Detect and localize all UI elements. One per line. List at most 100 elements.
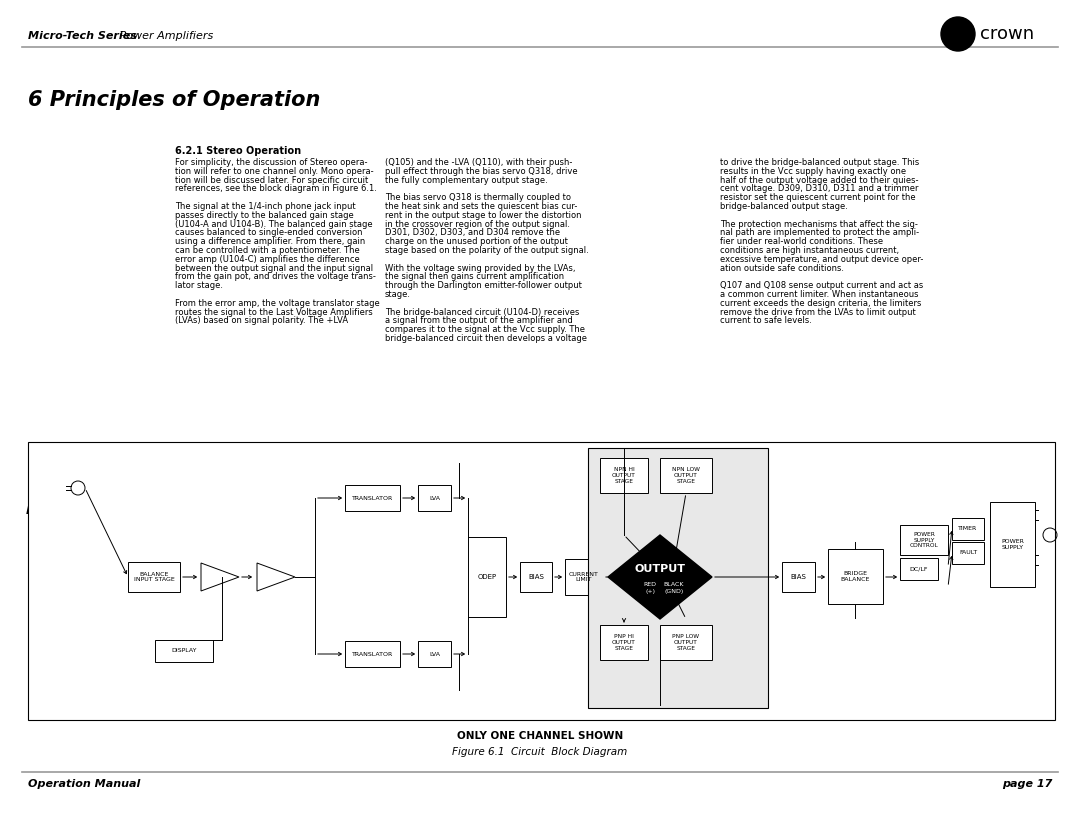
Text: D: D — [972, 602, 977, 608]
Bar — [129, 562, 180, 592]
Text: BALANCED: BALANCED — [31, 498, 65, 503]
Text: RED: RED — [644, 582, 657, 587]
Text: Operation Manual: Operation Manual — [28, 779, 140, 789]
Text: NPN HI
OUTPUT
STAGE: NPN HI OUTPUT STAGE — [612, 467, 636, 484]
Text: O +Vcc: O +Vcc — [612, 443, 636, 448]
Text: can be controlled with a potentiometer. The: can be controlled with a potentiometer. … — [175, 246, 360, 255]
Text: cent voltage. D309, D310, D311 and a trimmer: cent voltage. D309, D310, D311 and a tri… — [720, 184, 918, 193]
Text: lator stage.: lator stage. — [175, 281, 222, 290]
Text: current exceeds the design criteria, the limiters: current exceeds the design criteria, the… — [720, 299, 921, 308]
Text: BALANCE
INPUT STAGE: BALANCE INPUT STAGE — [134, 571, 174, 582]
Text: ONLY ONE CHANNEL SHOWN: ONLY ONE CHANNEL SHOWN — [457, 731, 623, 741]
Text: DISPLAY: DISPLAY — [172, 649, 197, 654]
Bar — [951, 518, 984, 540]
Bar — [468, 537, 507, 617]
Text: BIAS: BIAS — [791, 574, 807, 580]
Text: GAIN STAGE: GAIN STAGE — [202, 561, 238, 566]
Text: charge on the unused portion of the output: charge on the unused portion of the outp… — [384, 237, 568, 246]
Text: (GND): (GND) — [664, 590, 684, 595]
Text: HB: HB — [620, 667, 629, 672]
Text: fier under real-world conditions. These: fier under real-world conditions. These — [720, 237, 883, 246]
Text: MT-XLR (SHOWN): MT-XLR (SHOWN) — [44, 464, 95, 469]
Text: ODEP: ODEP — [477, 574, 497, 580]
Text: BIAS: BIAS — [528, 574, 544, 580]
Text: -Vcc: -Vcc — [1038, 562, 1051, 567]
Text: TEMP: TEMP — [616, 674, 633, 679]
Text: 6 Principles of Operation: 6 Principles of Operation — [28, 90, 321, 110]
Text: references, see the block diagram in Figure 6.1.: references, see the block diagram in Fig… — [175, 184, 377, 193]
Text: OR MT-BB: OR MT-BB — [56, 470, 84, 475]
Text: FAULT: FAULT — [959, 550, 977, 555]
Text: Q107 and Q108 sense output current and act as: Q107 and Q108 sense output current and a… — [720, 281, 923, 290]
Text: W: W — [954, 29, 962, 38]
Text: CURRENT
LIMIT: CURRENT LIMIT — [569, 571, 599, 582]
Text: a signal from the output of the amplifier and: a signal from the output of the amplifie… — [384, 316, 572, 325]
Bar — [600, 625, 648, 660]
Circle shape — [953, 29, 963, 39]
Bar — [588, 448, 768, 708]
Text: ← C: ← C — [508, 585, 519, 590]
Text: 6.2.1 Stereo Operation: 6.2.1 Stereo Operation — [175, 146, 301, 156]
Text: PNP HI
OUTPUT
STAGE: PNP HI OUTPUT STAGE — [612, 634, 636, 651]
Text: excessive temperature, and output device oper-: excessive temperature, and output device… — [720, 255, 923, 264]
Text: causes balanced to single-ended conversion: causes balanced to single-ended conversi… — [175, 229, 363, 238]
Text: +Vcc: +Vcc — [1038, 518, 1054, 522]
Text: ← B: ← B — [508, 575, 519, 580]
Text: ERROR: ERROR — [266, 556, 286, 561]
Text: BLACK: BLACK — [664, 582, 685, 587]
Text: Micro-Tech Series: Micro-Tech Series — [28, 31, 137, 41]
Text: in the crossover region of the output signal.: in the crossover region of the output si… — [384, 219, 570, 229]
Text: Power Amplifiers: Power Amplifiers — [116, 31, 213, 41]
Bar — [828, 549, 883, 604]
Text: The protection mechanisms that affect the sig-: The protection mechanisms that affect th… — [720, 219, 918, 229]
Text: current to safe levels.: current to safe levels. — [720, 316, 812, 325]
Text: ← A: ← A — [508, 565, 519, 570]
Text: rent in the output stage to lower the distortion: rent in the output stage to lower the di… — [384, 211, 581, 220]
Circle shape — [949, 25, 967, 43]
Text: O +Vcc: O +Vcc — [447, 455, 471, 460]
Text: O -Vcc: O -Vcc — [812, 615, 832, 620]
Text: A: A — [658, 453, 662, 458]
Text: compares it to the signal at the Vcc supply. The: compares it to the signal at the Vcc sup… — [384, 325, 585, 334]
Text: using a difference amplifier. From there, gain: using a difference amplifier. From there… — [175, 237, 365, 246]
Text: LVA: LVA — [429, 651, 440, 656]
Bar — [660, 625, 712, 660]
Text: nal path are implemented to protect the ampli-: nal path are implemented to protect the … — [720, 229, 919, 238]
Text: POWER
SUPPLY
CONTROL: POWER SUPPLY CONTROL — [909, 532, 939, 548]
Text: AMP: AMP — [270, 561, 282, 566]
Text: (ODEP): (ODEP) — [649, 459, 671, 464]
Text: The bridge-balanced circuit (U104-D) receives: The bridge-balanced circuit (U104-D) rec… — [384, 308, 579, 317]
Text: +24: +24 — [1038, 508, 1051, 513]
Text: TRANSLATOR: TRANSLATOR — [352, 651, 393, 656]
Text: With the voltage swing provided by the LVAs,: With the voltage swing provided by the L… — [384, 264, 576, 273]
Text: -24: -24 — [1038, 552, 1049, 557]
Text: POWER
SUPPLY: POWER SUPPLY — [1001, 539, 1024, 550]
Bar — [782, 562, 815, 592]
Bar — [565, 559, 603, 595]
Bar — [990, 502, 1035, 587]
Text: tion will be discussed later. For specific circuit: tion will be discussed later. For specif… — [175, 176, 368, 184]
Text: routes the signal to the Last Voltage Amplifiers: routes the signal to the Last Voltage Am… — [175, 308, 373, 317]
Text: The signal at the 1/4-inch phone jack input: The signal at the 1/4-inch phone jack in… — [175, 202, 355, 211]
Text: tion will refer to one channel only. Mono opera-: tion will refer to one channel only. Mon… — [175, 167, 374, 176]
Text: page 17: page 17 — [1001, 779, 1052, 789]
Bar — [28, 442, 1055, 720]
Text: error amp (U104-C) amplifies the difference: error amp (U104-C) amplifies the differe… — [175, 255, 360, 264]
Bar — [418, 641, 451, 667]
Circle shape — [946, 22, 970, 46]
Text: DC/LF: DC/LF — [909, 566, 928, 571]
Text: O +Vcc: O +Vcc — [810, 540, 834, 545]
Text: VARIABLE: VARIABLE — [206, 556, 234, 561]
Text: crown: crown — [980, 25, 1035, 43]
Text: OUTPUT: OUTPUT — [635, 564, 686, 574]
Text: bridge-balanced output stage.: bridge-balanced output stage. — [720, 202, 848, 211]
Text: a common current limiter. When instantaneous: a common current limiter. When instantan… — [720, 290, 918, 299]
Text: (U104-A and U104-B). The balanced gain stage: (U104-A and U104-B). The balanced gain s… — [175, 219, 373, 229]
Text: NPN LOW
OUTPUT
STAGE: NPN LOW OUTPUT STAGE — [672, 467, 700, 484]
Text: conditions are high instantaneous current,: conditions are high instantaneous curren… — [720, 246, 900, 255]
Text: LVA: LVA — [429, 495, 440, 500]
Bar — [345, 641, 400, 667]
Text: For simplicity, the discussion of Stereo opera-: For simplicity, the discussion of Stereo… — [175, 158, 367, 167]
Bar — [519, 562, 552, 592]
Bar — [156, 640, 213, 662]
